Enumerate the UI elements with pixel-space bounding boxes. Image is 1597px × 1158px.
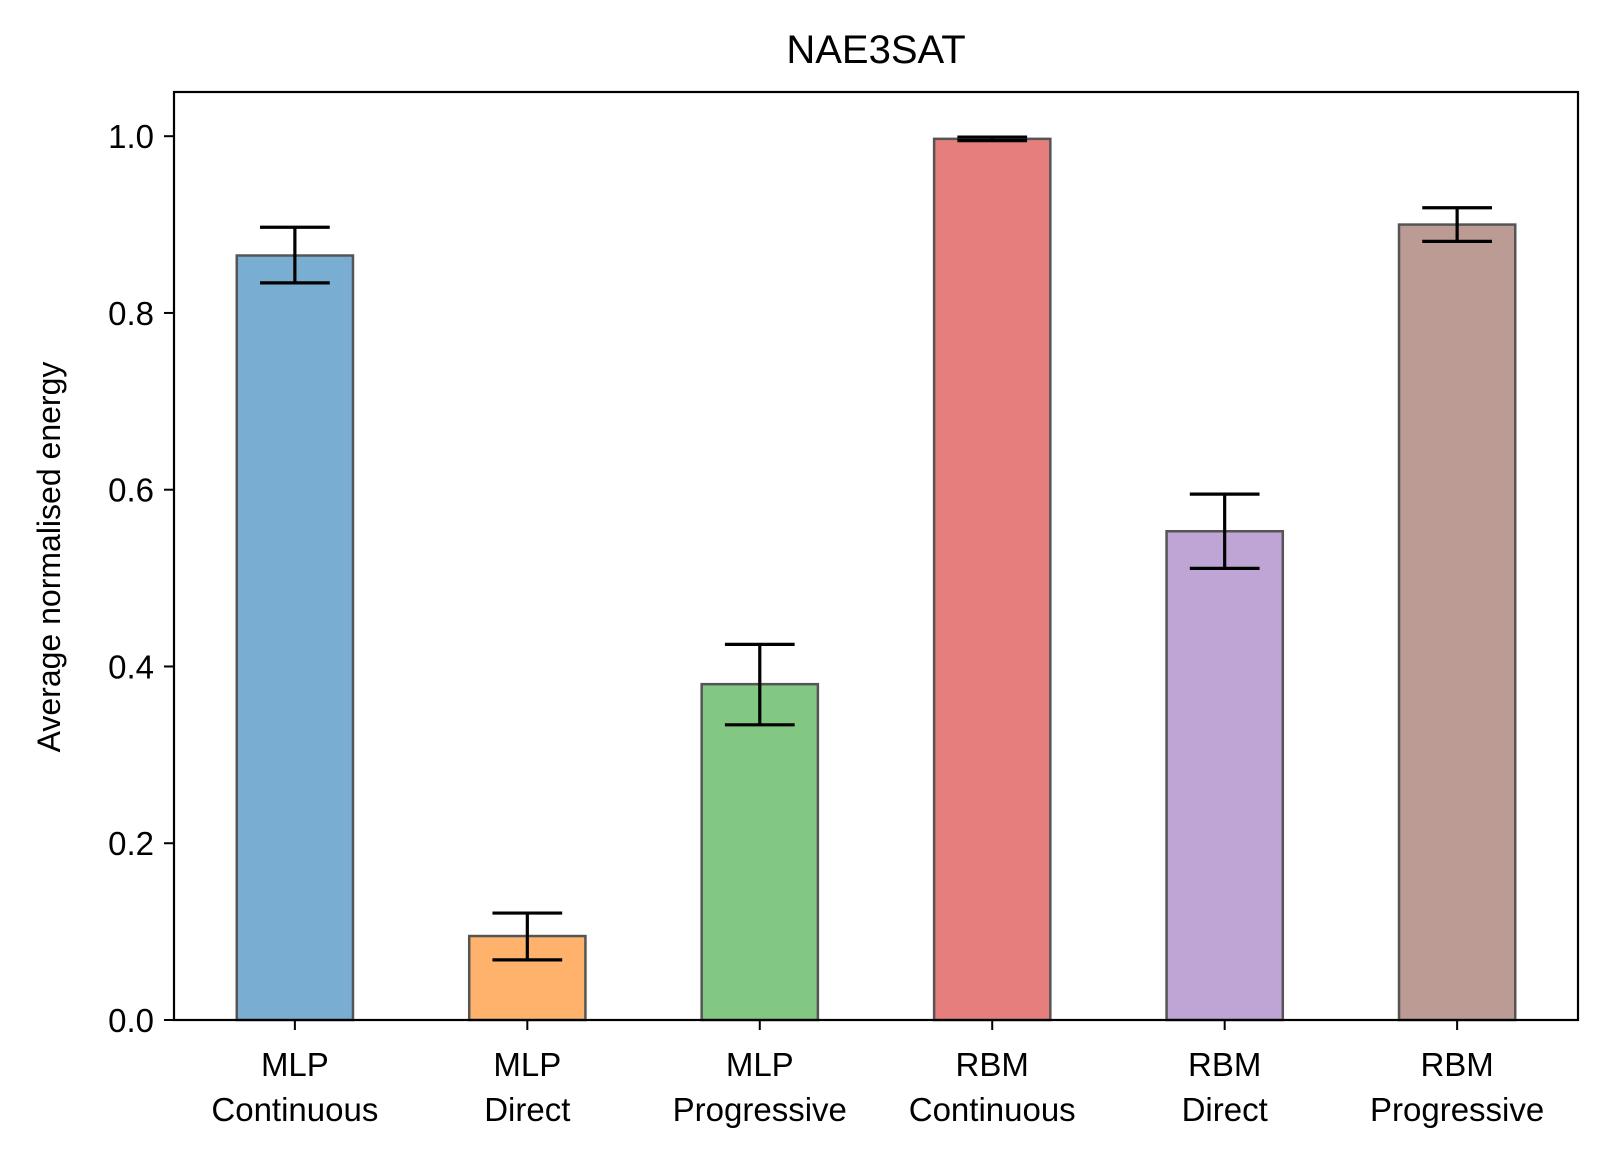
- bar-rbm-progressive: [1397, 223, 1517, 1022]
- x-tick-label: RBM Progressive: [1370, 1046, 1544, 1128]
- x-tick-label: RBM Direct: [1182, 1046, 1268, 1128]
- error-bar: [260, 225, 330, 285]
- x-tick-label: MLP Direct: [484, 1046, 570, 1128]
- y-tick-label: 0.0: [108, 1002, 154, 1039]
- error-bar: [492, 911, 563, 962]
- x-tick-label: MLP Progressive: [673, 1046, 847, 1128]
- error-bars-layer: [260, 135, 1492, 962]
- bar-rbm-direct: [1165, 530, 1285, 1022]
- x-tick-label: RBM Continuous: [909, 1046, 1076, 1128]
- bar-rbm-continuous: [932, 137, 1052, 1022]
- y-tick-label: 0.8: [108, 295, 154, 332]
- y-tick-label: 0.2: [108, 825, 154, 862]
- plot-frame: [172, 90, 1580, 1022]
- error-bar: [724, 642, 795, 727]
- bar-mlp-continuous: [235, 254, 355, 1022]
- error-bar: [1189, 492, 1260, 570]
- axes-layer: MLP Continuous MLP Direct MLP Progressive RBM C…: [108, 118, 1544, 1128]
- y-tick-label: 1.0: [108, 118, 154, 155]
- y-tick-label: 0.4: [108, 648, 154, 685]
- x-tick-label: MLP Continuous: [211, 1046, 378, 1128]
- y-tick-label: 0.6: [108, 472, 154, 509]
- error-bar: [1422, 206, 1492, 243]
- bar-mlp-progressive: [700, 682, 820, 1022]
- y-axis-label: Average normalised energy: [31, 362, 67, 753]
- error-bar: [957, 135, 1028, 143]
- chart-title: NAE3SAT: [786, 28, 965, 72]
- bars-layer: [235, 137, 1517, 1022]
